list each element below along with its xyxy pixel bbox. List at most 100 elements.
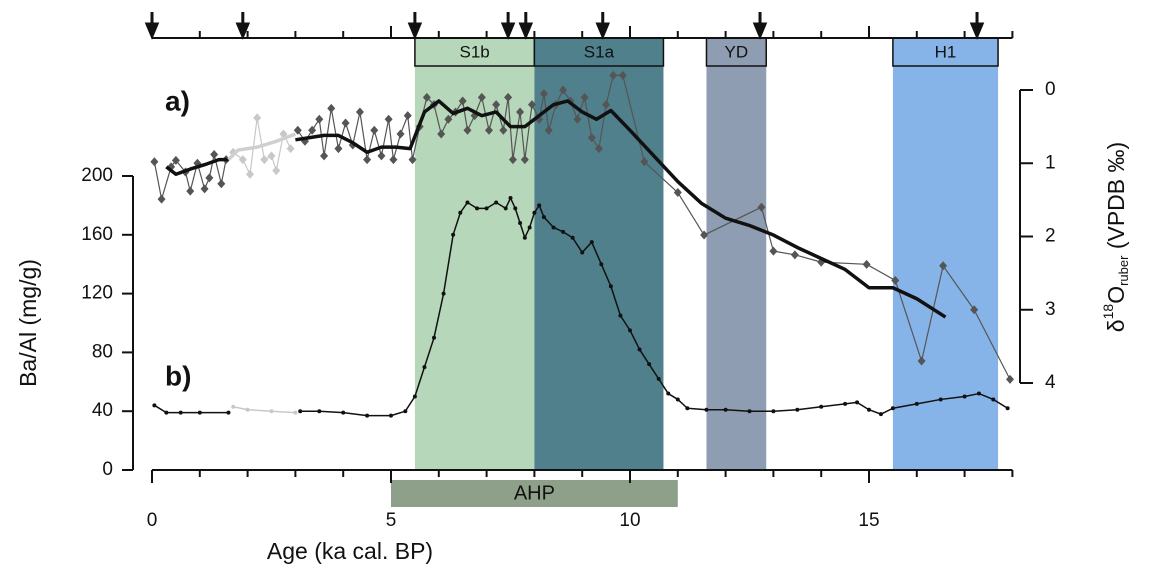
data-point: [412, 394, 417, 399]
data-point: [245, 407, 250, 412]
data-point: [559, 85, 568, 95]
x-tick-label: 0: [147, 510, 158, 531]
data-point: [594, 144, 603, 154]
data-point: [355, 107, 364, 117]
y-tick-label: 80: [92, 341, 113, 362]
data-point: [518, 221, 523, 226]
data-point: [370, 125, 379, 135]
data-point: [293, 125, 302, 135]
data-point: [1005, 406, 1010, 411]
data-point: [437, 129, 446, 139]
data-point: [152, 403, 157, 408]
y2-tick-label: 3: [1045, 299, 1056, 320]
data-point: [298, 409, 303, 414]
date-arrow: [595, 12, 611, 40]
data-point: [341, 410, 346, 415]
data-point: [685, 406, 690, 411]
data-point: [484, 206, 489, 211]
data-point: [522, 235, 527, 240]
date-arrow: [518, 12, 534, 40]
y2-label-part: δ: [1103, 319, 1129, 332]
period-bar: [391, 480, 678, 507]
data-point: [673, 188, 682, 198]
band-label: H1: [935, 42, 957, 61]
data-point: [499, 125, 508, 135]
data-point: [494, 200, 499, 205]
x-tick-label: 10: [619, 510, 640, 531]
data-point: [441, 291, 446, 296]
data-point: [272, 166, 281, 176]
data-point: [226, 410, 231, 415]
date-arrow: [407, 12, 423, 40]
x-axis-label: Age (ka cal. BP): [267, 538, 433, 564]
data-point: [640, 157, 649, 167]
climate-band: [706, 38, 767, 470]
data-point: [609, 70, 618, 80]
y2-label-part: ruber: [1116, 255, 1131, 286]
data-point: [217, 179, 226, 189]
data-point: [451, 232, 456, 237]
data-point: [700, 230, 709, 240]
data-point: [608, 284, 613, 289]
data-point: [647, 362, 652, 367]
data-point: [444, 114, 453, 124]
band-label: S1a: [584, 42, 615, 61]
data-point: [599, 262, 604, 267]
y-tick-label: 120: [81, 283, 113, 304]
data-point: [513, 206, 518, 211]
data-point: [666, 391, 671, 396]
data-point: [396, 129, 405, 139]
data-point: [432, 335, 437, 340]
data-point: [458, 96, 467, 106]
data-point: [587, 133, 596, 143]
date-arrow: [144, 12, 160, 40]
data-point: [769, 246, 778, 256]
data-point: [843, 401, 848, 406]
data-point: [403, 111, 412, 121]
data-point: [544, 125, 553, 135]
series-line: [165, 99, 947, 319]
data-point: [186, 186, 195, 196]
data-point: [878, 412, 883, 417]
series-line: [227, 132, 297, 161]
background-layer: [414, 38, 999, 470]
data-point: [855, 400, 860, 405]
data-point: [308, 125, 317, 135]
date-arrow: [235, 12, 251, 40]
data-point: [197, 410, 202, 415]
panel-label: b): [165, 360, 191, 391]
data-point: [477, 92, 486, 102]
data-point: [458, 210, 463, 215]
data-point: [917, 356, 926, 366]
data-point: [747, 409, 752, 414]
data-point: [157, 194, 166, 204]
data-point: [573, 114, 582, 124]
y2-tick-label: 1: [1045, 152, 1056, 173]
data-point: [570, 235, 575, 240]
data-point: [238, 155, 247, 165]
band-label-box: [414, 37, 536, 67]
band-label: YD: [725, 42, 749, 61]
data-point: [970, 305, 979, 315]
data-point: [991, 397, 996, 402]
data-point: [819, 404, 824, 409]
data-point: [463, 125, 472, 135]
data-point: [465, 200, 470, 205]
data-point: [178, 410, 183, 415]
data-point: [771, 409, 776, 414]
data-point: [408, 155, 417, 165]
data-point: [723, 407, 728, 412]
data-point: [200, 184, 209, 194]
data-point: [389, 155, 398, 165]
data-point: [580, 92, 589, 102]
data-point: [320, 151, 329, 161]
data-point: [269, 409, 274, 414]
data-point: [532, 210, 537, 215]
x-tick-label: 15: [858, 510, 879, 531]
data-point: [656, 376, 661, 381]
data-point: [551, 225, 556, 230]
x-tick-label: 5: [386, 510, 397, 531]
data-point: [675, 397, 680, 402]
data-point: [260, 155, 269, 165]
data-point: [618, 70, 627, 80]
